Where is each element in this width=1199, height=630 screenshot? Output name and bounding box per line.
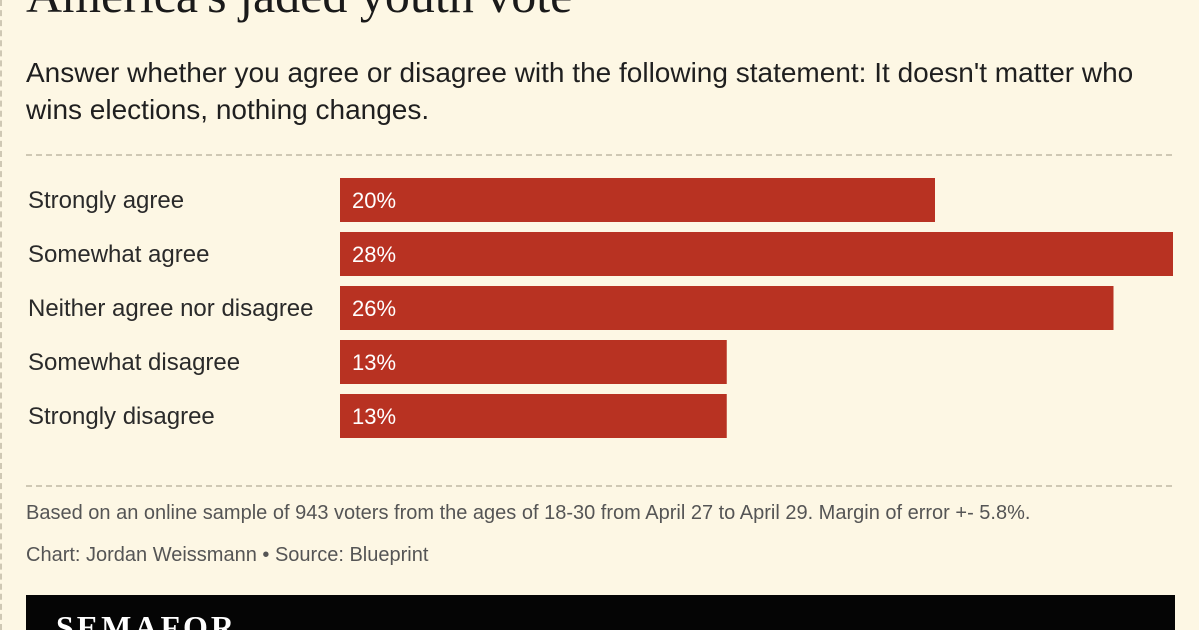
- bar-value-label: 28%: [352, 242, 396, 267]
- footer-bar: SEMAFOR: [26, 595, 1175, 630]
- chart-title: America's jaded youth vote: [26, 0, 572, 20]
- semafor-logo[interactable]: SEMAFOR: [56, 609, 237, 630]
- chart-subtitle: Answer whether you agree or disagree wit…: [26, 57, 1134, 125]
- bar-value-label: 26%: [352, 296, 396, 321]
- top-divider: [26, 154, 1172, 156]
- category-label: Strongly agree: [28, 187, 184, 214]
- bottom-divider: [26, 485, 1172, 487]
- bar-value-label: 13%: [352, 350, 396, 375]
- methodology-note: Based on an online sample of 943 voters …: [26, 502, 1031, 524]
- chart-credit: Chart: Jordan Weissmann • Source: Bluepr…: [26, 544, 429, 566]
- category-label: Somewhat disagree: [28, 349, 240, 376]
- category-label: Neither agree nor disagree: [28, 295, 314, 322]
- category-label: Somewhat agree: [28, 241, 209, 268]
- category-label: Strongly disagree: [28, 403, 215, 430]
- bar: [340, 340, 727, 384]
- bar: [340, 394, 727, 438]
- bar-value-label: 20%: [352, 188, 396, 213]
- bar: [340, 286, 1114, 330]
- bar: [340, 178, 935, 222]
- bar-value-label: 13%: [352, 404, 396, 429]
- left-dashed-border: [0, 0, 2, 630]
- bar: [340, 232, 1173, 276]
